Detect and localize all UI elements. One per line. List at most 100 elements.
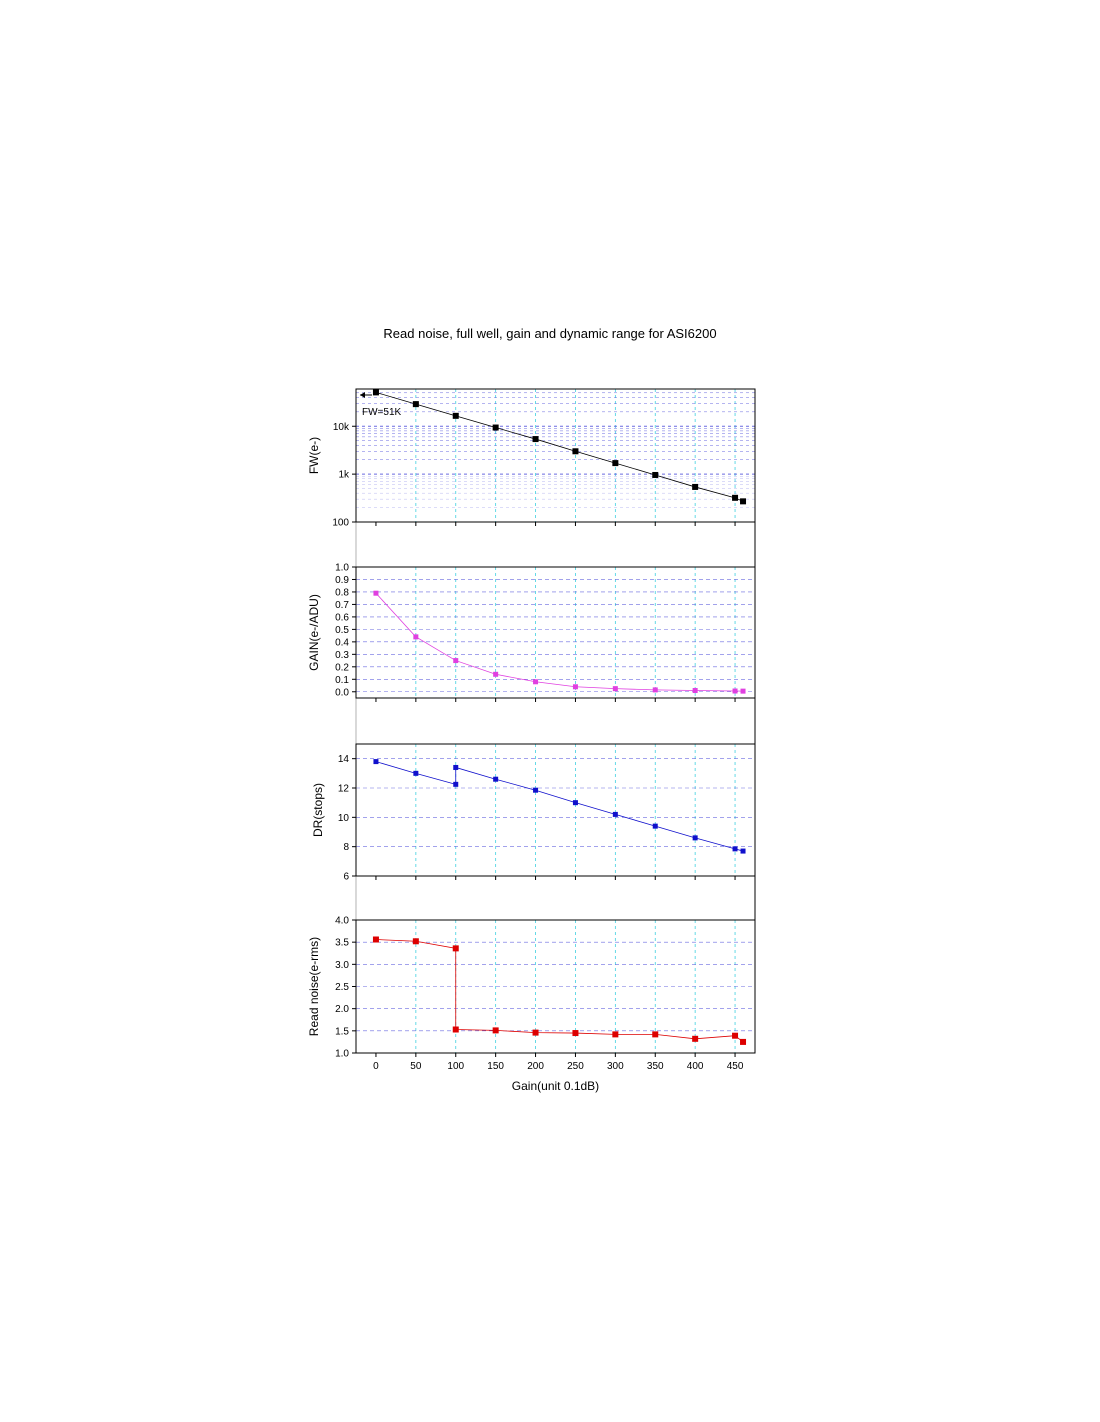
fw-data-point xyxy=(692,483,699,490)
rn-ytick-label: 4.0 xyxy=(335,916,349,927)
dr-ytick-label: 14 xyxy=(338,754,350,765)
rn-ytick-label: 3.0 xyxy=(335,960,349,971)
gain-data-point xyxy=(453,658,459,664)
gain-data-point xyxy=(533,679,539,685)
rn-panel: 1.0 1.5 2.0 2.5 3.0 3.5 4.0 Read noise(e-rms) xyxy=(307,916,756,1060)
rn-data-point xyxy=(692,1035,699,1042)
rn-data-point xyxy=(572,1030,579,1037)
dr-data-point xyxy=(732,846,738,852)
fw-data-point xyxy=(612,460,619,467)
fw-data-point xyxy=(740,498,747,505)
dr-data-point xyxy=(493,776,499,782)
x-tick-label: 150 xyxy=(487,1061,504,1072)
dr-panel: 6 8 10 12 14 DR(stops) xyxy=(311,743,756,883)
dr-data-point xyxy=(572,800,578,806)
gain-data-point xyxy=(652,687,658,693)
x-tick-label: 250 xyxy=(567,1061,584,1072)
fw-ytick-label: 1k xyxy=(338,470,350,481)
fw-data-point xyxy=(652,471,659,478)
gain-ytick-label: 1.0 xyxy=(335,563,349,574)
rn-data-point xyxy=(492,1027,499,1034)
x-tick-label: 0 xyxy=(373,1061,379,1072)
rn-data-point xyxy=(612,1031,619,1038)
dr-ytick-label: 6 xyxy=(343,872,349,883)
gain-data-point xyxy=(493,671,499,677)
fw-annotation-arrowhead xyxy=(360,392,365,398)
rn-ytick-label: 2.0 xyxy=(335,1004,349,1015)
gain-panel: 0.00.1 0.20.3 0.40.5 0.60.7 0.80.91.0 GAIN(e-… xyxy=(307,563,756,702)
dr-frame xyxy=(355,743,756,877)
dr-data-point xyxy=(373,759,379,765)
gain-ytick-label: 0.4 xyxy=(335,637,349,648)
dr-data-point xyxy=(652,823,658,829)
rn-ytick-label: 1.5 xyxy=(335,1026,349,1037)
fw-data-point xyxy=(412,401,419,408)
dr-ytick-label: 10 xyxy=(338,813,350,824)
rn-ytick-label: 3.5 xyxy=(335,938,349,949)
gain-data-point xyxy=(572,684,578,690)
fw-frame xyxy=(355,388,756,523)
rn-ytick-label: 2.5 xyxy=(335,982,349,993)
x-tick-label: 450 xyxy=(727,1061,744,1072)
gain-ytick-label: 0.7 xyxy=(335,600,349,611)
x-tick-label: 400 xyxy=(687,1061,704,1072)
gain-frame xyxy=(355,566,756,699)
rn-series-line xyxy=(375,939,744,1043)
gain-ytick-label: 0.3 xyxy=(335,650,349,661)
gain-ylabel: GAIN(e-/ADU) xyxy=(307,594,321,671)
gain-data-point xyxy=(373,590,379,596)
fw-annotation: FW=51K xyxy=(362,407,402,418)
rn-data-point xyxy=(740,1038,747,1045)
fw-ytick-label: 10k xyxy=(333,422,350,433)
rn-data-point xyxy=(732,1032,739,1039)
gain-ytick-label: 0.9 xyxy=(335,575,349,586)
gain-ytick-label: 0.2 xyxy=(335,662,349,673)
rn-data-point xyxy=(652,1031,659,1038)
dr-ytick-label: 8 xyxy=(343,842,349,853)
dr-data-point xyxy=(612,811,618,817)
gain-data-point xyxy=(732,688,738,694)
rn-data-point xyxy=(372,936,379,943)
fw-ytick-label: 100 xyxy=(332,518,349,529)
fw-data-point xyxy=(452,412,459,419)
dr-data-point xyxy=(453,764,459,770)
gain-data-point xyxy=(413,634,419,640)
dr-data-point xyxy=(692,835,698,841)
gain-ytick-label: 0.1 xyxy=(335,675,349,686)
fw-data-point xyxy=(572,448,579,455)
x-tick-label: 100 xyxy=(447,1061,464,1072)
fw-panel: 100 1k 10k FW(e-) FW=51K xyxy=(307,388,756,529)
gain-data-point xyxy=(740,688,746,694)
dr-data-point xyxy=(413,770,419,776)
gain-ytick-label: 0.6 xyxy=(335,612,349,623)
rn-data-point xyxy=(452,945,459,952)
rn-ylabel: Read noise(e-rms) xyxy=(307,937,321,1036)
dr-data-point xyxy=(740,848,746,854)
dr-series-line xyxy=(375,761,744,852)
x-tick-label: 200 xyxy=(527,1061,544,1072)
gain-ytick-label: 0.5 xyxy=(335,625,349,636)
chart-title: Read noise, full well, gain and dynamic … xyxy=(383,326,717,341)
rn-data-point xyxy=(452,1026,459,1033)
rn-ytick-label: 1.0 xyxy=(335,1049,349,1060)
fw-data-point xyxy=(732,494,739,501)
dr-ylabel: DR(stops) xyxy=(311,783,325,837)
gain-ytick-label: 0.8 xyxy=(335,587,349,598)
rn-data-point xyxy=(412,938,419,945)
fw-ylabel: FW(e-) xyxy=(307,437,321,474)
rn-data-point xyxy=(532,1029,539,1036)
dr-data-point xyxy=(533,787,539,793)
dr-data-point xyxy=(453,781,459,787)
x-tick-label: 300 xyxy=(607,1061,624,1072)
fw-data-point xyxy=(492,424,499,431)
gain-data-point xyxy=(692,688,698,694)
fw-series-line xyxy=(375,391,744,502)
dr-ytick-label: 12 xyxy=(338,784,350,795)
fw-data-point xyxy=(532,436,539,443)
x-tick-label: 350 xyxy=(647,1061,664,1072)
gain-series-line xyxy=(375,592,744,692)
gain-data-point xyxy=(612,686,618,692)
fw-data-point xyxy=(372,389,379,396)
gain-ytick-label: 0.0 xyxy=(335,687,349,698)
